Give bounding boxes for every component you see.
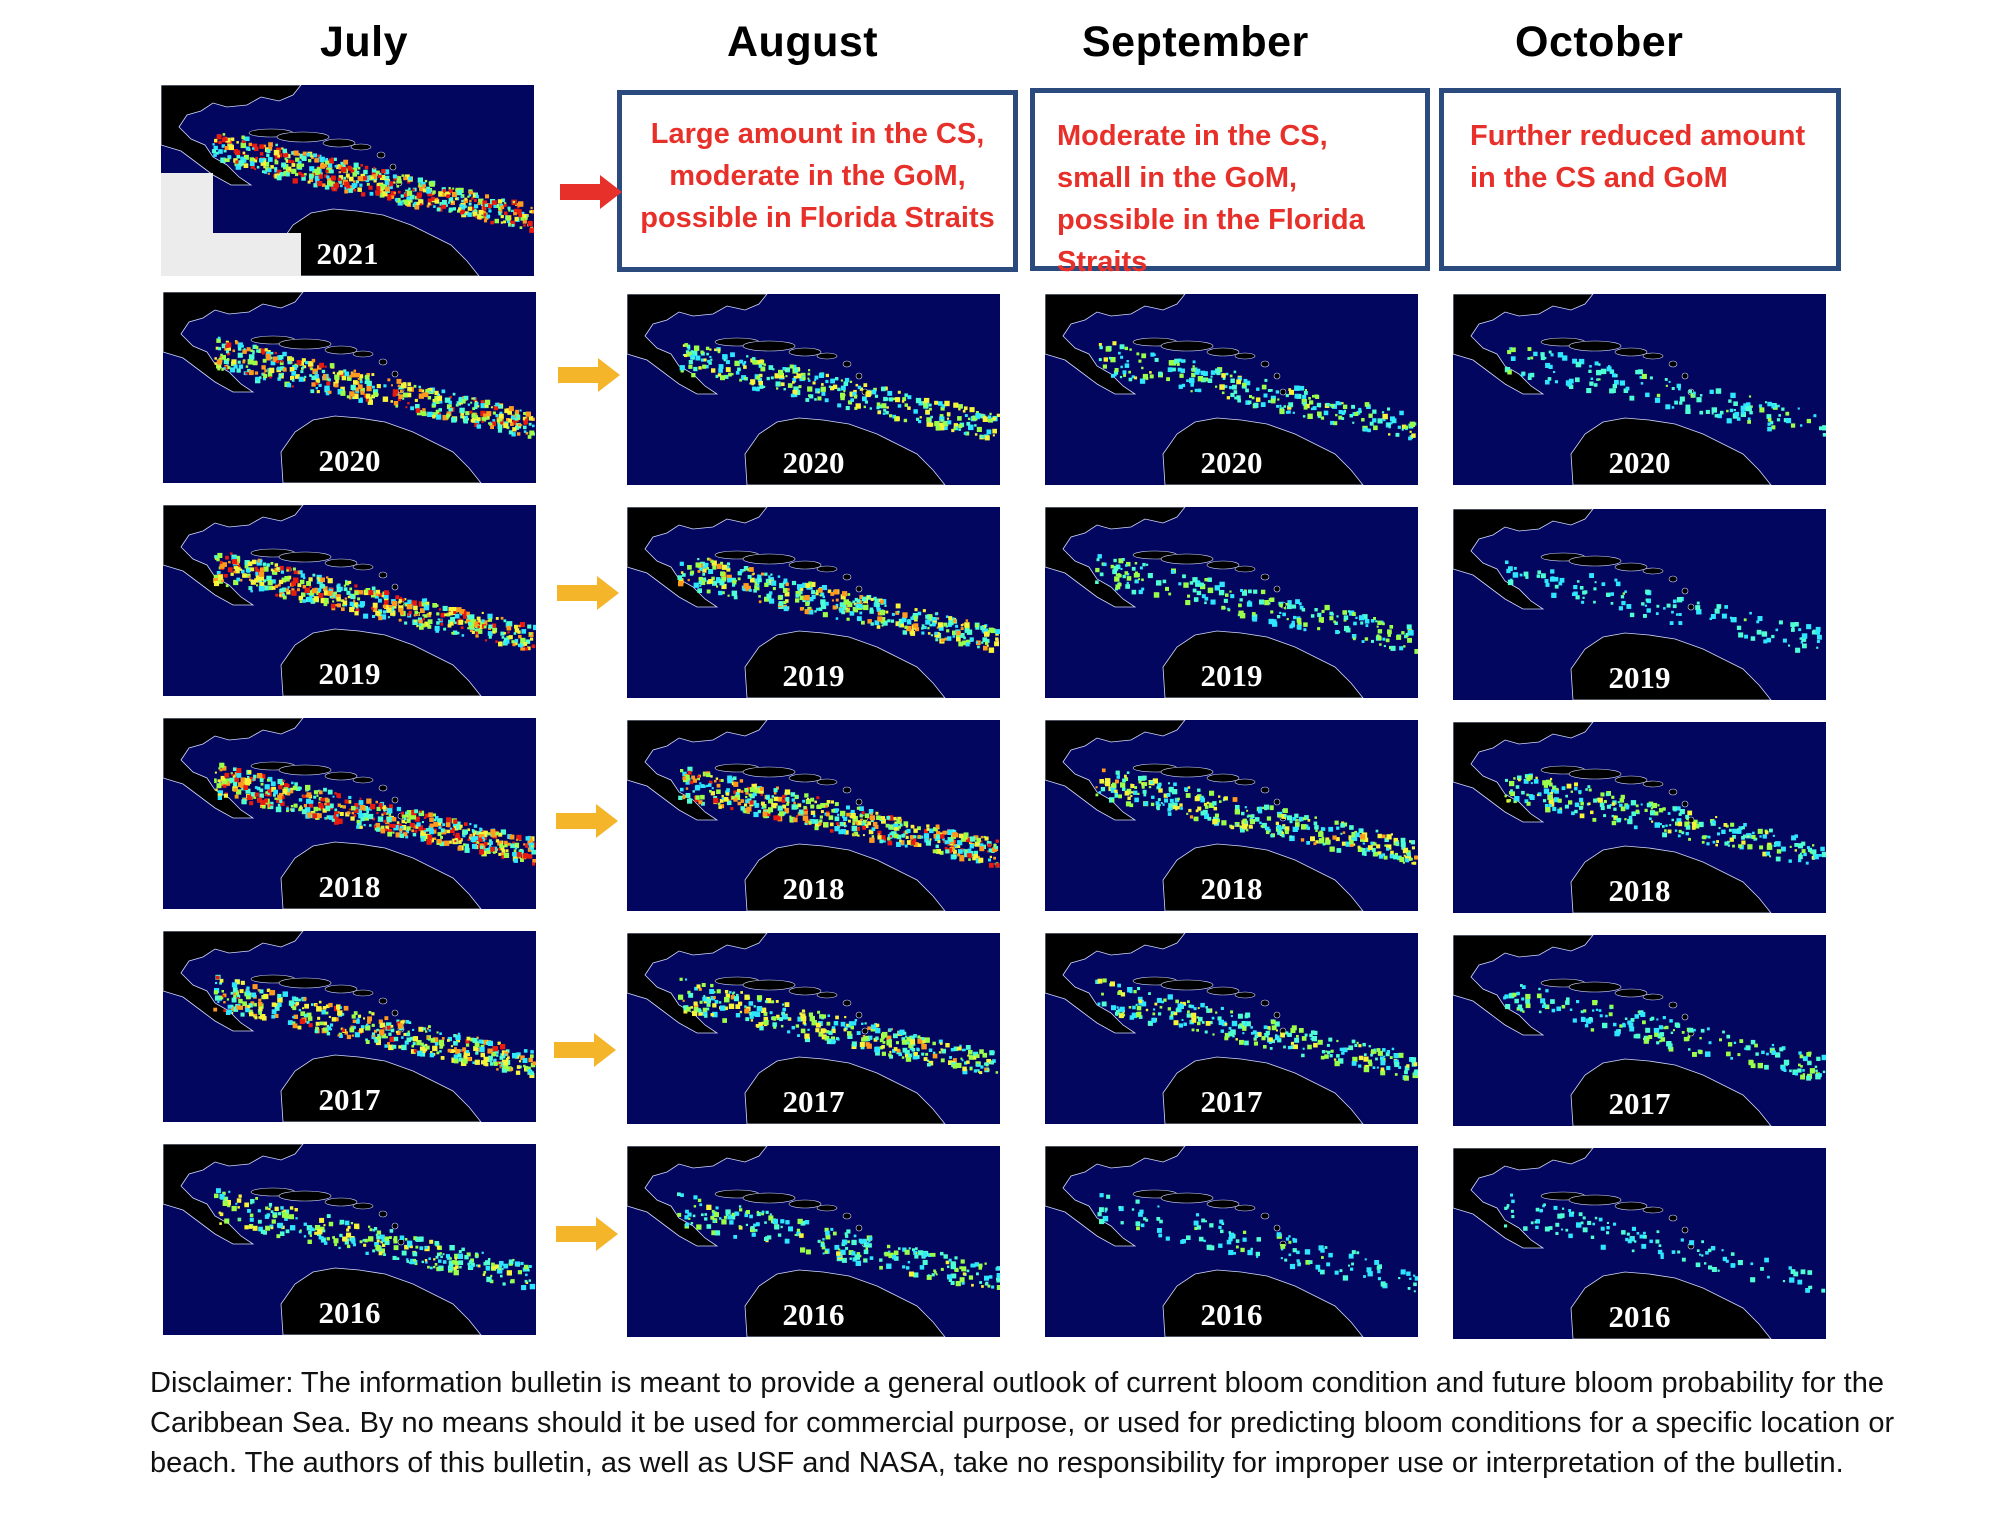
map-tile-july-2016: 2016 bbox=[163, 1144, 536, 1335]
year-label: 2018 bbox=[782, 871, 845, 906]
bloom-map bbox=[1045, 720, 1418, 911]
map-tile-october-2017: 2017 bbox=[1453, 935, 1826, 1126]
outlook-text-august: Large amount in the CS, moderate in the … bbox=[640, 118, 995, 234]
outlook-box-october: Further reduced amount in the CS and GoM bbox=[1439, 88, 1841, 271]
year-label: 2020 bbox=[1200, 445, 1263, 480]
map-tile-october-2018: 2018 bbox=[1453, 722, 1826, 913]
map-tile-july-2020: 2020 bbox=[163, 292, 536, 483]
map-tile-september-2019: 2019 bbox=[1045, 507, 1418, 698]
year-label: 2016 bbox=[1200, 1297, 1263, 1332]
year-label: 2017 bbox=[318, 1082, 381, 1117]
map-tile-october-2019: 2019 bbox=[1453, 509, 1826, 700]
map-tile-october-2020: 2020 bbox=[1453, 294, 1826, 485]
month-header-july: July bbox=[320, 18, 409, 66]
map-tile-august-2019: 2019 bbox=[627, 507, 1000, 698]
map-tile-september-2018: 2018 bbox=[1045, 720, 1418, 911]
arrow-past-icon bbox=[556, 804, 618, 838]
year-label: 2021 bbox=[316, 236, 379, 271]
bloom-map bbox=[163, 505, 536, 696]
year-label: 2020 bbox=[318, 443, 381, 478]
year-label: 2018 bbox=[1608, 873, 1671, 908]
year-label: 2016 bbox=[318, 1295, 381, 1330]
map-tile-august-2020: 2020 bbox=[627, 294, 1000, 485]
year-label: 2017 bbox=[1200, 1084, 1263, 1119]
month-header-october: October bbox=[1515, 18, 1684, 66]
bloom-map bbox=[163, 1144, 536, 1335]
year-label: 2020 bbox=[782, 445, 845, 480]
year-label: 2016 bbox=[782, 1297, 845, 1332]
year-label: 2018 bbox=[1200, 871, 1263, 906]
bloom-map bbox=[163, 292, 535, 483]
bloom-map bbox=[1453, 294, 1826, 485]
map-tile-july-2021: 2021 bbox=[161, 85, 534, 276]
arrow-past-icon bbox=[558, 358, 620, 392]
map-tile-september-2016: 2016 bbox=[1045, 1146, 1418, 1337]
disclaimer-text: Disclaimer: The information bulletin is … bbox=[150, 1367, 1895, 1479]
bloom-map bbox=[1045, 507, 1418, 698]
map-tile-july-2019: 2019 bbox=[163, 505, 536, 696]
arrow-current-icon bbox=[560, 175, 622, 209]
year-label: 2017 bbox=[1608, 1086, 1671, 1121]
bloom-map bbox=[161, 85, 534, 276]
outlook-box-august: Large amount in the CS, moderate in the … bbox=[617, 90, 1018, 272]
year-label: 2016 bbox=[1608, 1299, 1671, 1334]
year-label: 2017 bbox=[782, 1084, 845, 1119]
bloom-map bbox=[163, 718, 536, 909]
arrow-past-icon bbox=[557, 576, 619, 610]
bloom-map bbox=[627, 507, 1000, 698]
map-tile-september-2017: 2017 bbox=[1045, 933, 1418, 1124]
bloom-map bbox=[1453, 1148, 1826, 1339]
map-tile-august-2018: 2018 bbox=[627, 720, 1000, 911]
month-header-august: August bbox=[727, 18, 879, 66]
outlook-text-october: Further reduced amount in the CS and GoM bbox=[1470, 120, 1806, 194]
bloom-map bbox=[627, 720, 1000, 911]
bloom-map bbox=[1045, 294, 1417, 485]
month-header-september: September bbox=[1082, 18, 1309, 66]
map-tile-july-2017: 2017 bbox=[163, 931, 536, 1122]
bloom-map bbox=[1453, 935, 1826, 1126]
arrow-past-icon bbox=[554, 1033, 616, 1067]
arrow-past-icon bbox=[556, 1217, 618, 1251]
outlook-box-september: Moderate in the CS, small in the GoM, po… bbox=[1030, 88, 1430, 278]
map-tile-august-2016: 2016 bbox=[627, 1146, 1000, 1337]
bloom-map bbox=[627, 933, 999, 1124]
bloom-map bbox=[627, 294, 1000, 485]
bloom-map bbox=[1045, 1146, 1418, 1337]
bloom-map bbox=[627, 1146, 1000, 1337]
map-tile-october-2016: 2016 bbox=[1453, 1148, 1826, 1339]
year-label: 2018 bbox=[318, 869, 381, 904]
bloom-map bbox=[1453, 509, 1822, 700]
year-label: 2019 bbox=[318, 656, 381, 691]
year-label: 2019 bbox=[782, 658, 845, 693]
bloom-map bbox=[163, 931, 536, 1122]
year-label: 2019 bbox=[1200, 658, 1263, 693]
outlook-text-september: Moderate in the CS, small in the GoM, po… bbox=[1057, 120, 1365, 278]
map-tile-july-2018: 2018 bbox=[163, 718, 536, 909]
year-label: 2020 bbox=[1608, 445, 1671, 480]
map-tile-september-2020: 2020 bbox=[1045, 294, 1418, 485]
year-label: 2019 bbox=[1608, 660, 1671, 695]
bloom-map bbox=[1045, 933, 1418, 1124]
map-tile-august-2017: 2017 bbox=[627, 933, 1000, 1124]
bloom-map bbox=[1453, 722, 1826, 913]
